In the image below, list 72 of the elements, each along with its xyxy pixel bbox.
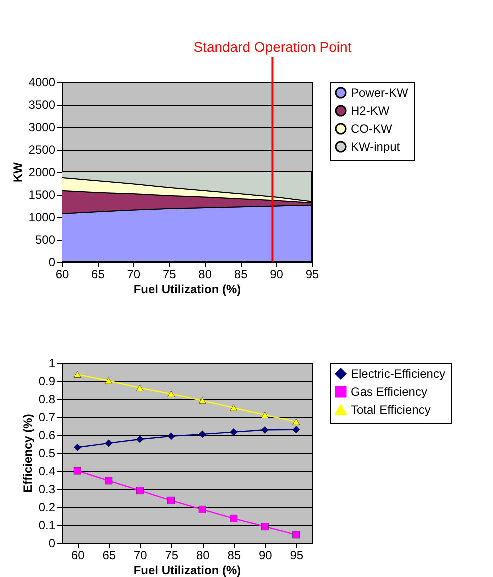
x-tick-label: 70 — [134, 548, 148, 562]
x-tick-label: 65 — [102, 548, 116, 562]
legend-label: Total Efficiency — [351, 403, 431, 417]
x-axis-title: Fuel Utilization (%) — [134, 564, 242, 577]
y-tick-label: 0 — [48, 256, 56, 270]
legend-label: CO-KW — [351, 122, 393, 136]
point — [261, 523, 269, 530]
point — [230, 515, 238, 522]
point — [136, 436, 144, 444]
legend-label: KW-input — [351, 140, 401, 154]
y-axis-title: KW — [10, 162, 25, 182]
y-tick-label: 0.4 — [38, 464, 56, 478]
point — [168, 432, 176, 440]
point — [292, 418, 300, 426]
x-tick-label: 80 — [198, 268, 212, 282]
y-tick-label: 0.2 — [38, 500, 56, 514]
x-tick-label: 95 — [290, 548, 304, 562]
y-tick-label: 2000 — [28, 166, 56, 180]
ref-line-label: Standard Operation Point — [194, 39, 352, 55]
y-tick-label: 1500 — [28, 188, 56, 202]
legend-label: Gas Efficiency — [351, 385, 428, 399]
x-tick-label: 60 — [56, 268, 70, 282]
point — [198, 430, 206, 438]
y-tick-label: 0.5 — [38, 446, 56, 460]
y-tick-label: 0.9 — [38, 374, 56, 388]
x-tick-label: 85 — [234, 268, 248, 282]
point — [168, 497, 176, 504]
point — [230, 428, 238, 436]
y-tick-label: 0.3 — [38, 482, 56, 496]
point — [230, 404, 238, 412]
y-tick-label: 0.6 — [38, 428, 56, 442]
y-tick-label: 1000 — [28, 210, 56, 224]
point — [105, 477, 113, 485]
y-tick-label: 2500 — [28, 143, 56, 157]
x-tick-label: 75 — [165, 548, 179, 562]
point — [136, 487, 144, 494]
x-tick-label: 85 — [228, 548, 242, 562]
legend-label: Power-KW — [351, 86, 410, 100]
x-axis-title: Fuel Utilization (%) — [134, 282, 242, 296]
x-tick-label: 90 — [270, 268, 284, 282]
x-tick-label: 75 — [162, 268, 177, 282]
point — [261, 426, 269, 434]
y-tick-label: 3500 — [28, 98, 56, 112]
point — [292, 531, 300, 539]
point — [136, 384, 144, 392]
y-tick-label: 3000 — [28, 120, 56, 134]
point — [105, 440, 113, 448]
y-tick-label: 4000 — [28, 76, 56, 90]
y-tick-label: 0.7 — [38, 410, 56, 424]
x-tick-label: 60 — [71, 548, 86, 562]
point — [261, 412, 269, 418]
x-tick-label: 95 — [306, 268, 320, 282]
y-tick-label: 0.1 — [38, 518, 56, 532]
x-tick-label: 65 — [92, 268, 106, 282]
y-tick-label: 0.8 — [38, 392, 56, 406]
point — [74, 444, 82, 452]
x-tick-label: 70 — [127, 268, 141, 282]
y-tick-label: 0 — [48, 536, 56, 550]
point — [105, 378, 113, 384]
point — [292, 426, 300, 434]
y-axis-title: Efficiency (%) — [20, 414, 35, 493]
point — [168, 390, 176, 398]
point — [198, 506, 206, 514]
point — [198, 398, 206, 404]
point — [74, 467, 82, 475]
y-tick-label: 500 — [35, 233, 56, 247]
legend-label: H2-KW — [351, 104, 390, 118]
y-tick-label: 1 — [48, 356, 56, 370]
x-tick-label: 80 — [196, 548, 210, 562]
x-tick-label: 90 — [258, 548, 273, 562]
point — [74, 371, 82, 378]
legend-label: Electric-Efficiency — [351, 367, 446, 381]
